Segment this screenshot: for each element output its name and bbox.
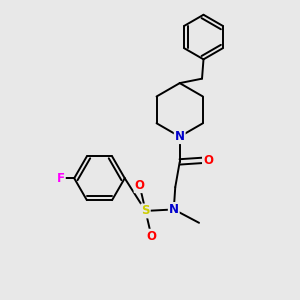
Text: O: O — [203, 154, 213, 167]
Text: O: O — [135, 179, 145, 192]
Text: N: N — [169, 203, 179, 216]
Text: O: O — [146, 230, 157, 243]
Text: F: F — [57, 172, 65, 185]
Text: N: N — [175, 130, 185, 143]
Text: S: S — [141, 204, 150, 218]
